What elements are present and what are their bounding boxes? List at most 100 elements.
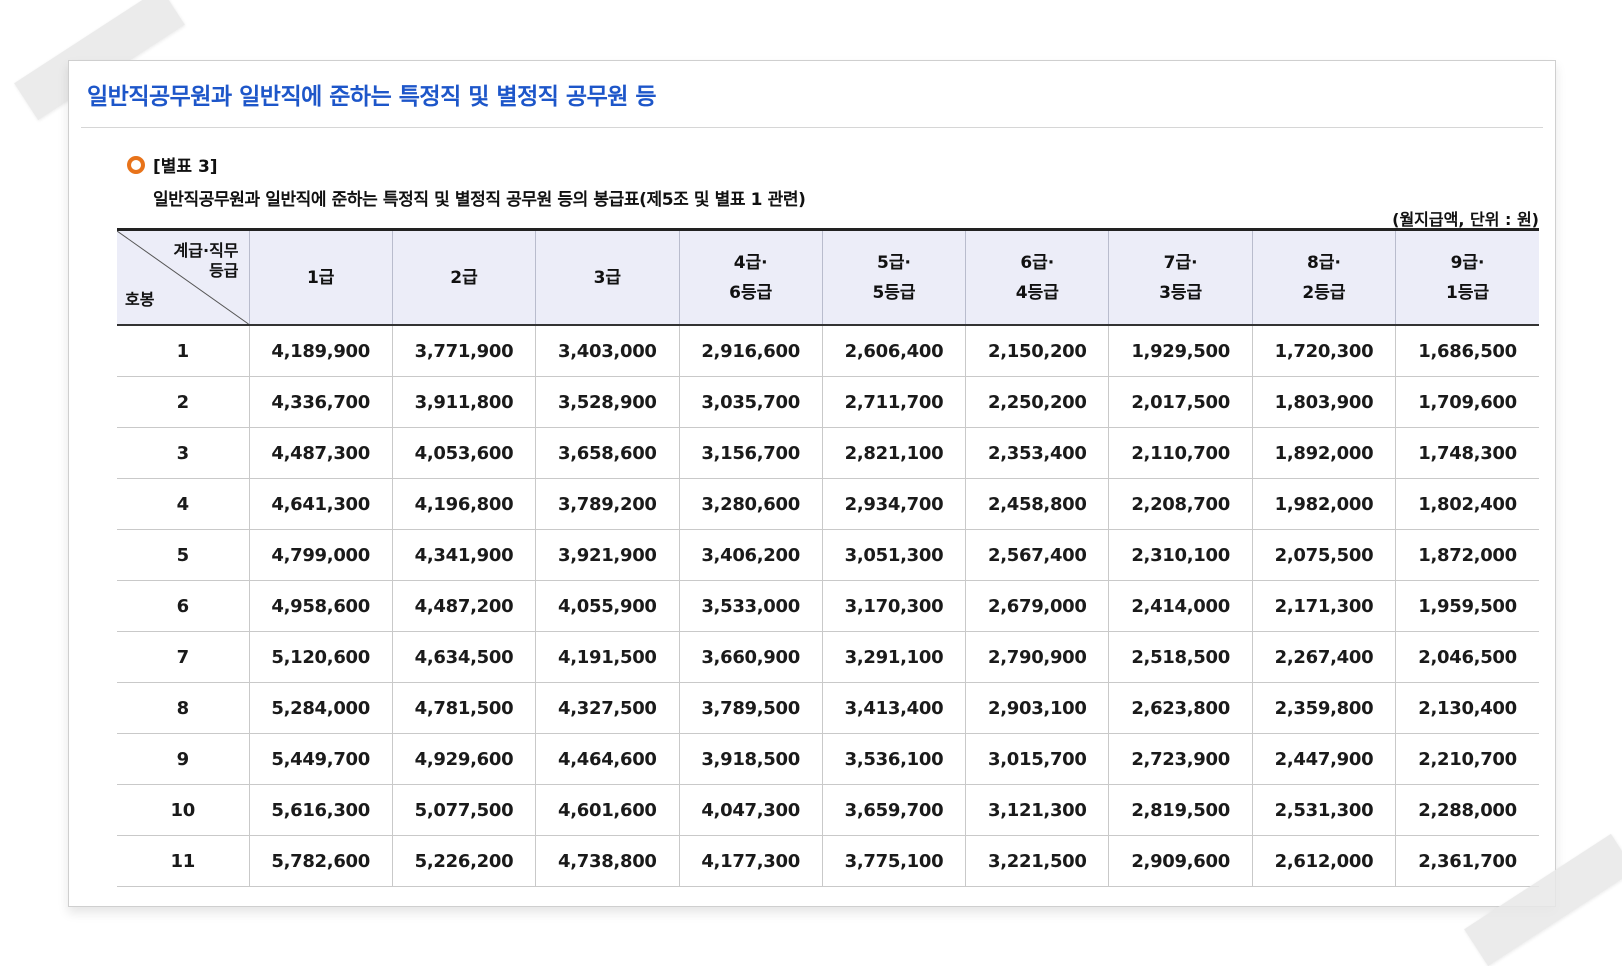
salary-cell: 5,284,000 — [248, 682, 393, 734]
column-header-line1: 5급· — [877, 252, 911, 273]
step-cell: 4 — [117, 478, 250, 530]
column-header-line2: 6등급 — [729, 282, 773, 303]
table-row: 11 5,782,600 5,226,200 4,738,800 4,177,300 3,… — [117, 835, 1539, 887]
salary-cell: 5,077,500 — [391, 784, 536, 836]
salary-cell: 4,641,300 — [248, 478, 393, 530]
table-row: 5 4,799,000 4,341,900 3,921,900 3,406,200 3,0… — [117, 529, 1539, 581]
column-header-line2: 4등급 — [1015, 282, 1059, 303]
salary-cell: 4,601,600 — [535, 784, 679, 836]
salary-cell: 2,353,400 — [965, 427, 1109, 479]
salary-cell: 2,017,500 — [1108, 376, 1253, 428]
salary-cell: 4,958,600 — [248, 580, 393, 632]
salary-cell: 3,121,300 — [965, 784, 1109, 836]
step-cell: 2 — [117, 376, 250, 428]
column-header: 9급· 1등급 — [1395, 229, 1539, 326]
salary-cell: 4,634,500 — [391, 631, 536, 683]
salary-cell: 3,771,900 — [391, 325, 536, 377]
table-row: 7 5,120,600 4,634,500 4,191,500 3,660,900 3,2… — [117, 631, 1539, 683]
screenshot-frame: 일반직공무원과 일반직에 준하는 특정직 및 별정직 공무원 등 [별표 3] … — [68, 60, 1556, 907]
salary-cell: 2,046,500 — [1395, 631, 1539, 683]
diagonal-divider — [117, 231, 249, 324]
salary-cell: 2,790,900 — [965, 631, 1109, 683]
salary-cell: 1,686,500 — [1395, 325, 1539, 377]
salary-cell: 2,458,800 — [965, 478, 1109, 530]
salary-cell: 2,606,400 — [821, 325, 966, 377]
step-cell: 6 — [117, 580, 250, 632]
salary-cell: 2,711,700 — [821, 376, 966, 428]
salary-cell: 2,208,700 — [1108, 478, 1253, 530]
salary-cell: 1,802,400 — [1395, 478, 1539, 530]
salary-cell: 3,528,900 — [535, 376, 679, 428]
salary-cell: 2,531,300 — [1251, 784, 1396, 836]
salary-cell: 1,872,000 — [1395, 529, 1539, 581]
salary-cell: 2,210,700 — [1395, 733, 1539, 785]
salary-cell: 2,518,500 — [1108, 631, 1253, 683]
salary-cell: 4,929,600 — [391, 733, 536, 785]
salary-cell: 2,567,400 — [965, 529, 1109, 581]
salary-cell: 1,929,500 — [1108, 325, 1253, 377]
salary-cell: 4,055,900 — [535, 580, 679, 632]
salary-cell: 4,196,800 — [391, 478, 536, 530]
column-header-line1: 3급 — [593, 267, 622, 288]
salary-cell: 3,051,300 — [821, 529, 966, 581]
salary-cell: 2,110,700 — [1108, 427, 1253, 479]
column-header: 6급· 4등급 — [965, 229, 1109, 326]
salary-cell: 4,053,600 — [391, 427, 536, 479]
salary-cell: 2,723,900 — [1108, 733, 1253, 785]
salary-cell: 3,170,300 — [821, 580, 966, 632]
salary-cell: 3,911,800 — [391, 376, 536, 428]
salary-cell: 2,288,000 — [1395, 784, 1539, 836]
column-header-line1: 7급· — [1163, 252, 1198, 273]
salary-cell: 1,748,300 — [1395, 427, 1539, 479]
salary-cell: 2,934,700 — [821, 478, 966, 530]
salary-cell: 4,177,300 — [678, 835, 823, 887]
column-header-line1: 1급 — [306, 267, 335, 288]
salary-cell: 3,658,600 — [535, 427, 679, 479]
salary-cell: 4,464,600 — [535, 733, 679, 785]
caption-row: [별표 3] — [127, 152, 805, 177]
salary-cell: 3,015,700 — [965, 733, 1109, 785]
salary-cell: 2,916,600 — [678, 325, 823, 377]
salary-cell: 3,918,500 — [678, 733, 823, 785]
salary-cell: 2,130,400 — [1395, 682, 1539, 734]
corner-grade-label: 계급·직무 등급 — [174, 241, 239, 281]
column-header: 8급· 2등급 — [1251, 229, 1396, 326]
step-cell: 1 — [117, 325, 250, 377]
step-cell: 11 — [117, 835, 250, 887]
salary-cell: 1,709,600 — [1395, 376, 1539, 428]
column-header-line2: 3등급 — [1159, 282, 1203, 303]
salary-cell: 2,361,700 — [1395, 835, 1539, 887]
table-row: 10 5,616,300 5,077,500 4,601,600 4,047,300 3,… — [117, 784, 1539, 836]
salary-table: 계급·직무 등급 호봉 1급 2급 3급 4급· 6등급 5급· 5등급 6급· 4등… — [117, 228, 1539, 887]
column-header-line1: 6급· — [1020, 252, 1055, 273]
column-header: 7급· 3등급 — [1108, 229, 1253, 326]
salary-cell: 5,226,200 — [391, 835, 536, 887]
circle-bullet-icon — [127, 155, 145, 174]
step-cell: 3 — [117, 427, 250, 479]
salary-cell: 2,250,200 — [965, 376, 1109, 428]
salary-cell: 3,921,900 — [535, 529, 679, 581]
salary-cell: 3,789,500 — [678, 682, 823, 734]
salary-cell: 5,782,600 — [248, 835, 393, 887]
column-header-line1: 8급· — [1307, 252, 1341, 273]
table-label: [별표 3] — [153, 157, 218, 177]
salary-cell: 2,359,800 — [1251, 682, 1396, 734]
table-row: 4 4,641,300 4,196,800 3,789,200 3,280,600 2,9… — [117, 478, 1539, 530]
salary-cell: 2,414,000 — [1108, 580, 1253, 632]
salary-cell: 2,171,300 — [1251, 580, 1396, 632]
salary-cell: 4,327,500 — [535, 682, 679, 734]
salary-cell: 4,781,500 — [391, 682, 536, 734]
salary-cell: 3,403,000 — [535, 325, 679, 377]
salary-cell: 2,821,100 — [821, 427, 966, 479]
page-title: 일반직공무원과 일반직에 준하는 특정직 및 별정직 공무원 등 — [87, 84, 657, 110]
table-row: 8 5,284,000 4,781,500 4,327,500 3,789,500 3,4… — [117, 682, 1539, 734]
salary-cell: 4,047,300 — [678, 784, 823, 836]
salary-cell: 3,406,200 — [678, 529, 823, 581]
column-header: 3급 — [535, 229, 679, 326]
corner-step-label: 호봉 — [125, 290, 155, 309]
corner-grade-line2: 등급 — [209, 261, 239, 280]
table-header-row: 계급·직무 등급 호봉 1급 2급 3급 4급· 6등급 5급· 5등급 6급· 4등… — [117, 229, 1539, 326]
table-row: 6 4,958,600 4,487,200 4,055,900 3,533,000 3,1… — [117, 580, 1539, 632]
salary-cell: 5,616,300 — [248, 784, 393, 836]
column-header-line2: 2등급 — [1302, 282, 1346, 303]
